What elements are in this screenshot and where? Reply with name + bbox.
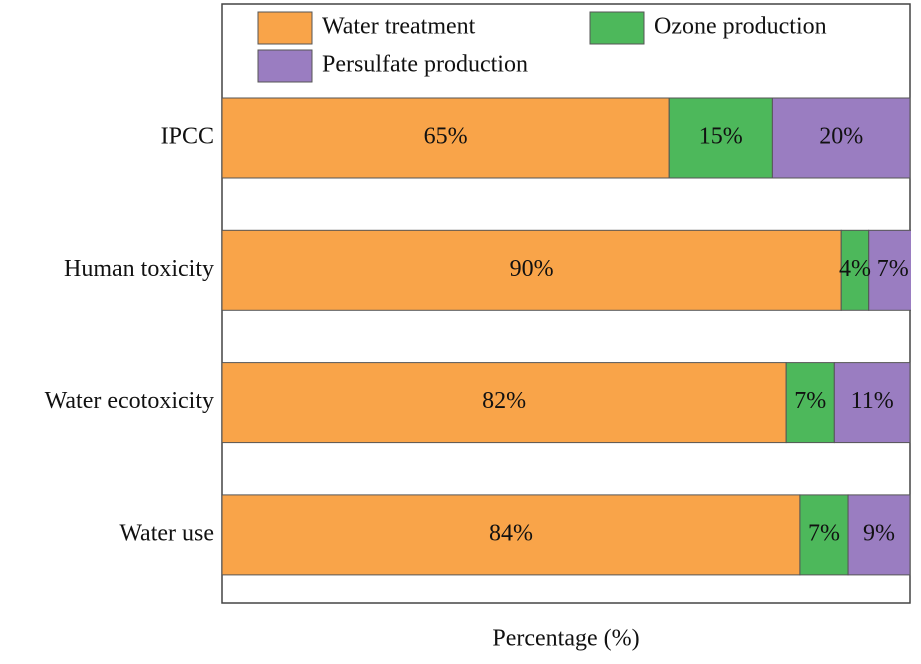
bar-segment [222,494,801,576]
bar-segment [833,362,911,444]
bar-segment [222,97,670,179]
legend-swatch [257,49,313,83]
x-axis-label: Percentage (%) [492,626,639,652]
bar-segment [847,494,911,576]
legend-swatch [257,11,313,45]
bar-segment [771,97,911,179]
bar-segment [785,362,835,444]
bar-segment [868,229,911,311]
data-label: 20% [819,124,863,150]
y-tick-label: Human toxicity [64,256,214,282]
data-label: 11% [851,388,894,414]
bar-segment [799,494,849,576]
data-label: 4% [839,256,871,282]
data-label: 82% [482,388,526,414]
y-tick-label: Water ecotoxicity [45,388,214,414]
data-label: 7% [794,388,826,414]
data-label: 65% [424,124,468,150]
bar-segment [222,362,787,444]
data-label: 9% [863,520,895,546]
legend-label: Water treatment [322,14,476,40]
y-tick-label: Water use [119,520,214,546]
y-tick-label: IPCC [161,124,214,150]
legend-swatch [589,11,645,45]
legend-label: Ozone production [654,14,827,40]
bars [222,97,911,576]
data-label: 90% [510,256,554,282]
bar-segment [222,229,842,311]
data-label: 15% [699,124,743,150]
legend-label: Persulfate production [322,52,528,78]
bar-segment [668,97,773,179]
data-label: 84% [489,520,533,546]
data-label: 7% [808,520,840,546]
data-label: 7% [877,256,909,282]
